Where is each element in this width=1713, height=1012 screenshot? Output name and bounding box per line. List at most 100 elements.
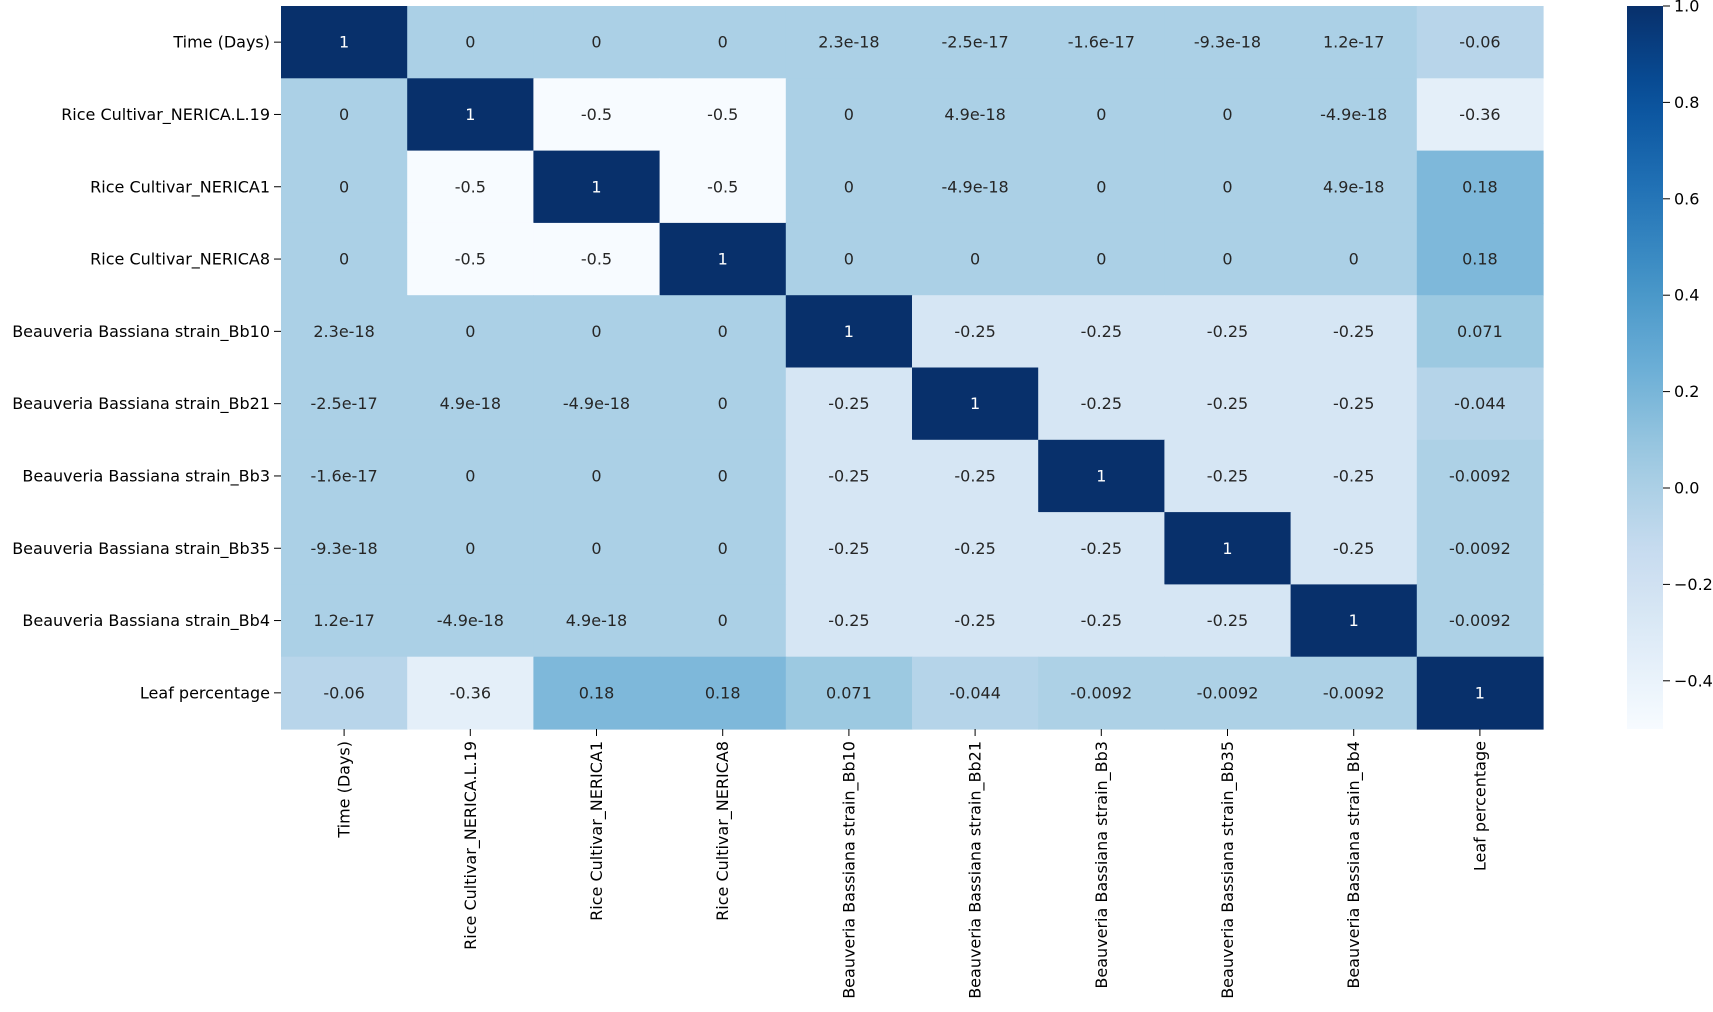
heatmap-cell [1416,78,1544,152]
heatmap-cell [785,439,913,513]
cell-value-label: -1.6e-17 [310,466,377,485]
cell-value-label: 1.2e-17 [313,611,374,630]
heatmap-cell [1290,295,1418,369]
heatmap-cell [1416,222,1544,296]
heatmap-cell [659,222,787,296]
heatmap-cell [1290,656,1418,730]
heatmap-cell [659,78,787,152]
heatmap-cell [1164,150,1292,224]
heatmap-cell [533,78,661,152]
cell-value-label: 0 [465,539,475,558]
cell-value-label: 1 [1096,466,1106,485]
x-tick-label: Rice Cultivar_NERICA8 [713,741,733,921]
heatmap-cell [533,6,661,79]
heatmap-cell [533,584,661,658]
heatmap-cell [533,512,661,585]
x-tick-label: Beauveria Bassiana strain_Bb4 [1344,741,1364,989]
cell-value-label: 0.071 [1457,322,1503,341]
heatmap-cell [912,6,1039,79]
cell-value-label: -9.3e-18 [310,539,377,558]
cell-value-label: -0.0092 [1449,539,1511,558]
heatmap-cell [1164,222,1292,296]
cell-value-label: 1 [1222,539,1232,558]
heatmap-cell [659,656,787,730]
cell-value-label: 1 [844,322,854,341]
cell-value-label: -0.25 [954,322,995,341]
heatmap-cell [281,78,408,152]
heatmap-cell [1416,6,1544,79]
y-tick-label: Leaf percentage [140,683,270,702]
heatmap-cell [912,512,1039,585]
cell-value-label: 0 [465,322,475,341]
cell-value-label: 0 [591,466,601,485]
heatmap-cell [1038,367,1165,441]
cell-value-label: -2.5e-17 [941,33,1008,52]
cell-value-label: -0.5 [455,250,486,269]
cell-value-label: -4.9e-18 [437,611,504,630]
cell-value-label: 4.9e-18 [566,611,627,630]
cell-value-label: 0.071 [826,683,872,702]
cell-value-label: 0 [970,250,980,269]
heatmap-cell [533,222,661,296]
y-tick-label: Beauveria Bassiana strain_Bb35 [12,539,270,559]
cell-value-label: 0 [844,177,854,196]
cell-value-label: 0.18 [1462,250,1498,269]
x-tick-label: Beauveria Bassiana strain_Bb10 [839,741,859,999]
heatmap-cell [1038,6,1165,79]
y-tick-label: Rice Cultivar_NERICA1 [90,177,270,197]
heatmap-cell [912,295,1039,369]
heatmap-cell [1038,150,1165,224]
y-tick-label: Rice Cultivar_NERICA.L.19 [61,105,270,125]
heatmap-cell [1290,6,1418,79]
cell-value-label: 1 [339,33,349,52]
heatmap-cell [1038,295,1165,369]
cell-value-label: 1 [970,394,980,413]
heatmap-cell [407,222,534,296]
cell-value-label: 1.2e-17 [1323,33,1384,52]
colorbar: 1.0 0.8 0.6 0.4 0.2 0.0 −0.2 −0.4 [1627,0,1713,729]
heatmap-cell [1290,512,1418,585]
cell-value-label: -0.044 [1454,394,1506,413]
cell-value-label: 0.18 [1462,177,1498,196]
cell-value-label: 4.9e-18 [1323,177,1384,196]
cell-value-label: 0 [1349,250,1359,269]
heatmap-cell [1038,78,1165,152]
cell-value-label: 0 [844,105,854,124]
cell-value-label: 0 [1222,250,1232,269]
cell-value-label: 0 [591,322,601,341]
x-tick-label: Rice Cultivar_NERICA1 [587,741,607,921]
heatmap-cell [1416,150,1544,224]
x-tick-label: Beauveria Bassiana strain_Bb21 [966,741,986,999]
cell-value-label: -0.25 [1081,394,1122,413]
heatmap-cell [1164,78,1292,152]
colorbar-tick-label: −0.2 [1674,575,1713,594]
x-tick-label: Beauveria Bassiana strain_Bb35 [1218,741,1238,999]
cell-value-label: 0 [591,33,601,52]
heatmap-cell [407,150,534,224]
cell-value-label: 0 [1222,105,1232,124]
heatmap-cell [281,150,408,224]
cell-value-label: -0.25 [828,394,869,413]
cell-value-label: 1 [465,105,475,124]
cell-value-label: 0 [1222,177,1232,196]
cell-value-label: -0.25 [1333,394,1374,413]
cell-annotations: 1 0 0 0 2.3e-18 -2.5e-17 -1.6e-17 -9.3e-18 1.2e-… [310,33,1510,703]
cell-value-label: -0.0092 [1323,683,1385,702]
cell-value-label: -0.5 [707,177,738,196]
heatmap-cell [281,367,408,441]
cell-value-label: 2.3e-18 [818,33,879,52]
heatmap-cell [1290,367,1418,441]
cell-value-label: -0.25 [828,539,869,558]
cell-value-label: -0.25 [1081,539,1122,558]
colorbar-tick-label: 1.0 [1674,0,1699,16]
colorbar-tick-label: −0.4 [1674,671,1713,690]
heatmap-cell [659,439,787,513]
cell-value-label: 0 [465,33,475,52]
heatmap-cell [659,150,787,224]
heatmap-cell [281,222,408,296]
heatmap-cell [1164,367,1292,441]
cell-value-label: 0 [339,250,349,269]
heatmap-cell [1290,584,1418,658]
x-tick-label: Beauveria Bassiana strain_Bb3 [1092,741,1112,989]
